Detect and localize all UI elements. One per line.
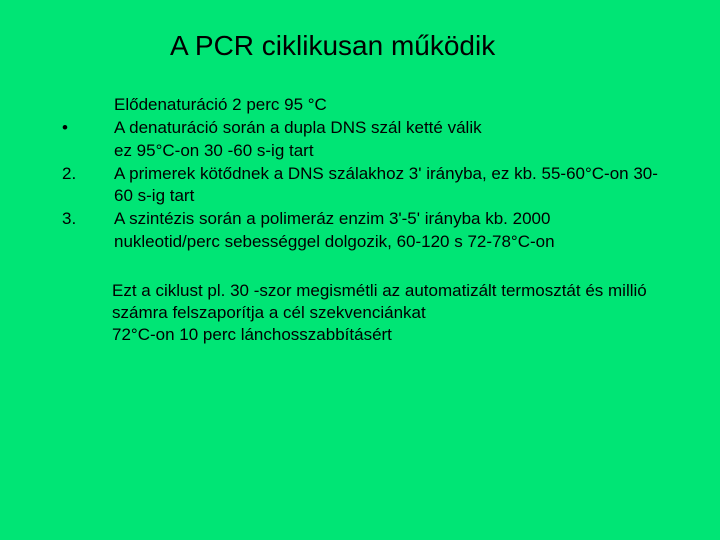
list-marker	[60, 140, 114, 162]
spacer	[60, 254, 660, 280]
list-text: A denaturáció során a dupla DNS szál ket…	[114, 117, 660, 139]
footer-line: 72°C-on 10 perc lánchosszabbításért	[112, 324, 660, 346]
list-text: Elődenaturáció 2 perc 95 °C	[114, 94, 660, 116]
list-row: Elődenaturáció 2 perc 95 °C	[60, 94, 660, 116]
list-marker	[60, 94, 114, 116]
list-text: A primerek kötődnek a DNS szálakhoz 3' i…	[114, 163, 660, 207]
list-text: A szintézis során a polimeráz enzim 3'-5…	[114, 208, 660, 252]
list-marker: 2.	[60, 163, 114, 207]
list-text: ez 95°C-on 30 -60 s-ig tart	[114, 140, 660, 162]
list-row: • A denaturáció során a dupla DNS szál k…	[60, 117, 660, 139]
list-marker: 3.	[60, 208, 114, 252]
footer-block: Ezt a ciklust pl. 30 -szor megismétli az…	[112, 280, 660, 346]
slide-title: A PCR ciklikusan működik	[170, 30, 660, 62]
list-row: ez 95°C-on 30 -60 s-ig tart	[60, 140, 660, 162]
list-row: 2. A primerek kötődnek a DNS szálakhoz 3…	[60, 163, 660, 207]
list-row: 3. A szintézis során a polimeráz enzim 3…	[60, 208, 660, 252]
slide: A PCR ciklikusan működik Elődenaturáció …	[0, 0, 720, 540]
slide-body: Elődenaturáció 2 perc 95 °C • A denaturá…	[60, 94, 660, 346]
list-marker: •	[60, 117, 114, 139]
footer-line: Ezt a ciklust pl. 30 -szor megismétli az…	[112, 280, 660, 324]
